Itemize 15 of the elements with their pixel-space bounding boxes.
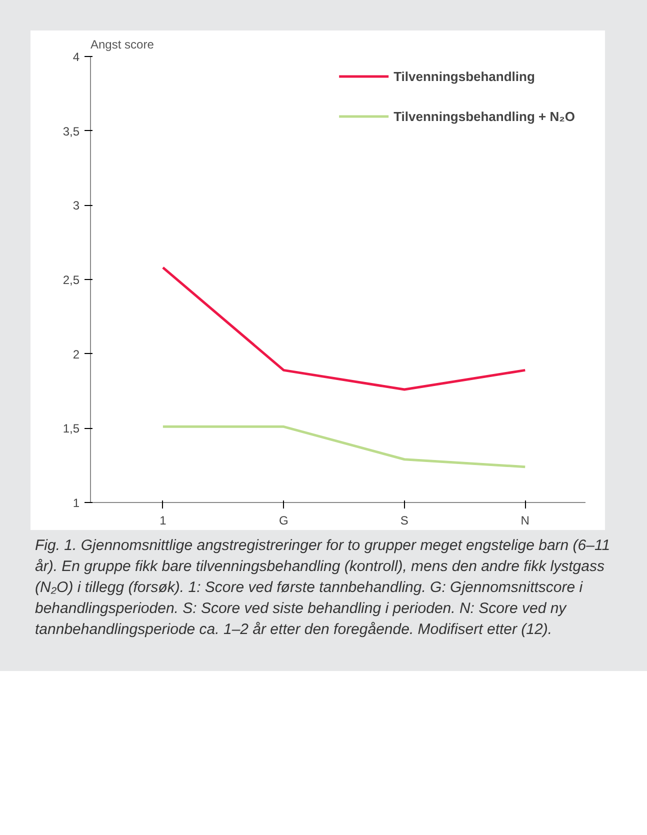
x-tick-label: N xyxy=(520,514,530,528)
y-tick-label: 3 xyxy=(72,198,80,213)
legend-label: Tilvenningsbehandling xyxy=(394,68,535,84)
x-tick-label: 1 xyxy=(160,514,167,528)
y-tick-label: 2,5 xyxy=(62,273,80,287)
y-tick-label: 4 xyxy=(72,50,80,64)
x-tick-label: S xyxy=(400,514,408,528)
x-tick-label: G xyxy=(279,514,288,528)
y-tick-label: 1 xyxy=(72,496,80,510)
legend-label: Tilvenningsbehandling + N₂O xyxy=(394,108,575,124)
y-axis-title: Angst score xyxy=(90,38,154,52)
y-tick-label: 1,5 xyxy=(62,422,80,436)
y-tick-label: 3,5 xyxy=(62,124,80,138)
caption: Fig. 1. Gjennomsnittlige angstregistreringer for to grupper meget engstelige barn (6–11 år). En gruppe fikk bare tilvenningsbehandling (kontroll), mens den andre fikk lystgass (N₂O) i tillegg (forsøk). 1: Score ved første tannbehandling. G: Gjennomsnittscore i behandlingsperioden. S: Score ved siste behandling i perioden. N: Score ved ny tannbehandlingsperiode ca. 1–2 år etter den foregående. Modifisert etter (12). xyxy=(35,536,612,640)
y-tick-label: 2 xyxy=(72,347,80,362)
